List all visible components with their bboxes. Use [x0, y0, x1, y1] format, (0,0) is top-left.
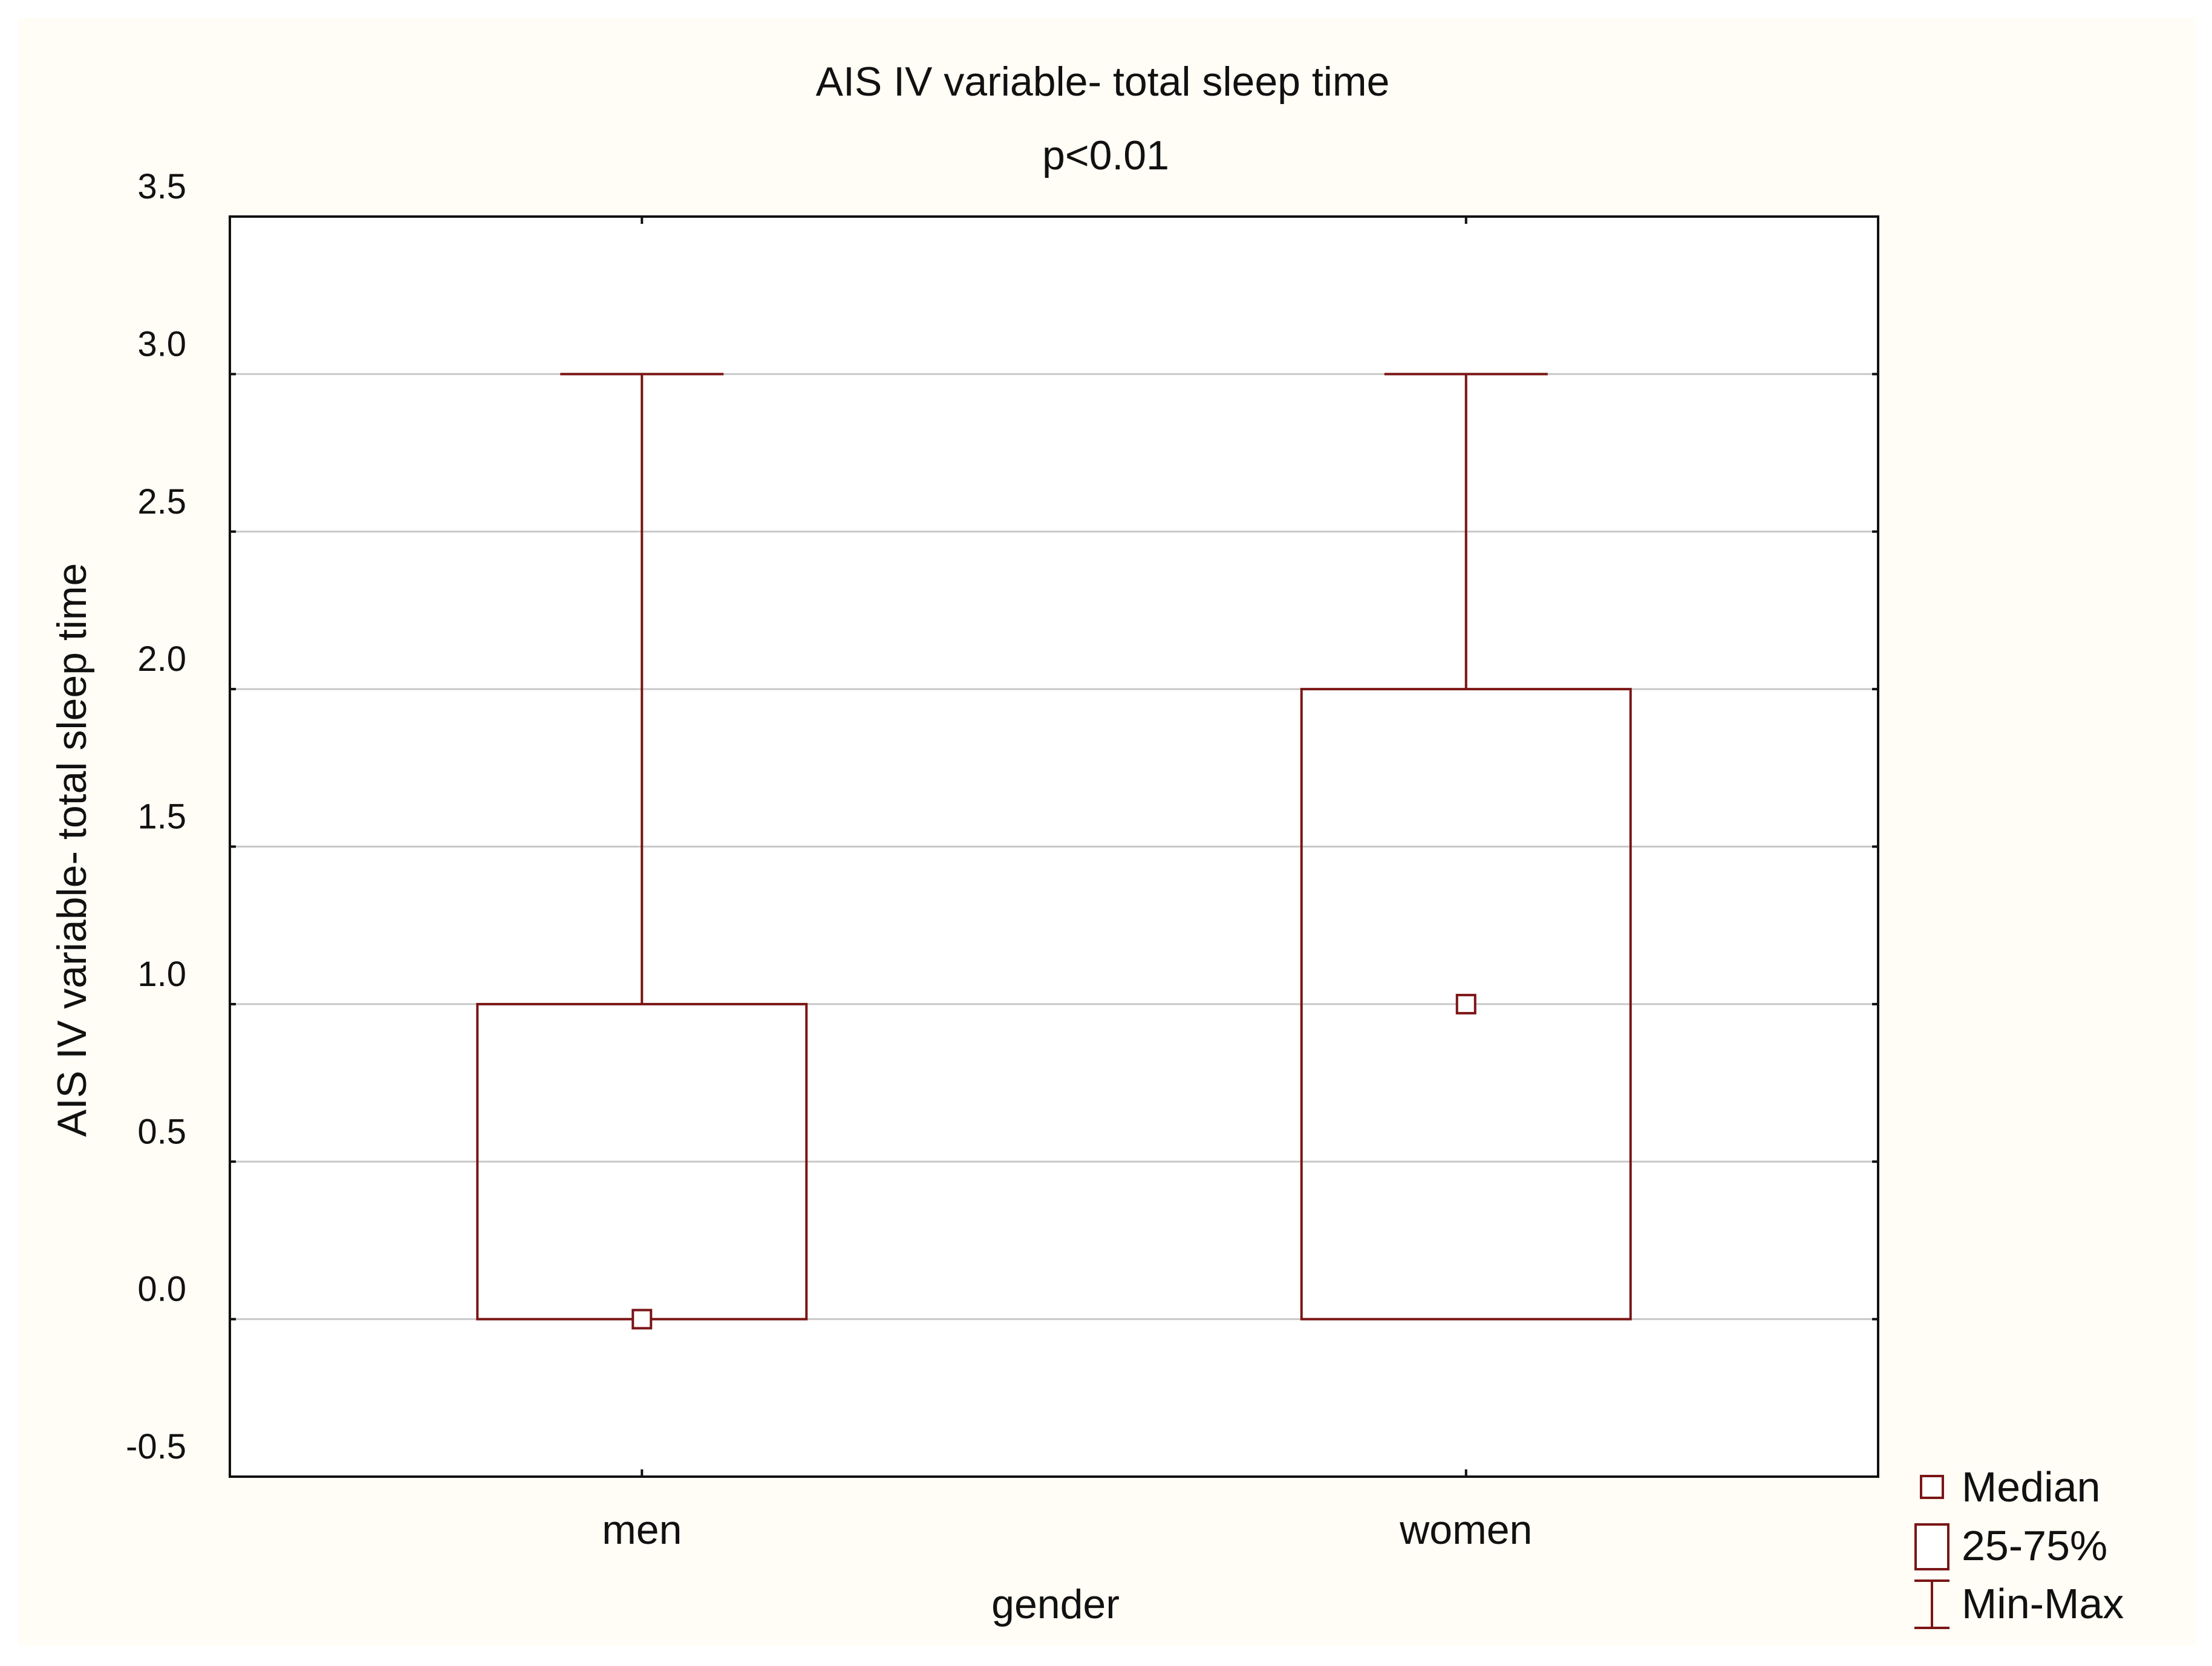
- x-tick-labels: men women: [602, 1507, 1532, 1553]
- y-tick-label: 1.5: [137, 797, 186, 837]
- y-tick-label: 0.0: [137, 1270, 186, 1309]
- x-tick-label: men: [602, 1507, 682, 1553]
- legend-item: Min-Max: [1914, 1579, 2124, 1629]
- boxes-layer: [476, 373, 1632, 1330]
- legend-label: Median: [1962, 1463, 2101, 1511]
- chart-title: AIS IV variable- total sleep time: [816, 59, 1390, 105]
- y-tick-labels: -0.5 0.0 0.5 1.0 1.5 2.0 2.5 3.0 3.5: [126, 167, 186, 1466]
- median-marker: [1455, 993, 1476, 1014]
- y-tick-label: 2.5: [137, 482, 186, 521]
- y-tick-label: 3.0: [137, 324, 186, 364]
- y-tick-label: 1.0: [137, 955, 186, 994]
- plot-frame: [229, 215, 1879, 1478]
- legend-item: 25-75%: [1914, 1522, 2107, 1570]
- y-tick-label: 0.5: [137, 1112, 186, 1151]
- y-tick-label: 2.0: [137, 639, 186, 679]
- iqr-box: [1300, 688, 1632, 1321]
- legend-box-symbol: [1914, 1523, 1949, 1570]
- median-marker: [631, 1308, 653, 1330]
- x-axis-label: gender: [991, 1581, 1120, 1627]
- legend-label: 25-75%: [1962, 1522, 2107, 1569]
- legend-median-symbol: [1920, 1475, 1944, 1499]
- y-axis-label: AIS IV variable- total sleep time: [49, 563, 95, 1137]
- legend-item: Median: [1920, 1463, 2101, 1511]
- legend: Median 25-75% Min-Max: [1914, 1463, 2124, 1629]
- chart-subtitle: p<0.01: [1042, 132, 1169, 178]
- box-group-women: [1300, 373, 1632, 1321]
- x-tick-label: women: [1399, 1507, 1532, 1553]
- y-tick-label: 3.5: [137, 167, 186, 206]
- box-group-men: [476, 373, 808, 1330]
- y-tick-label: -0.5: [126, 1427, 186, 1466]
- legend-label: Min-Max: [1962, 1580, 2124, 1627]
